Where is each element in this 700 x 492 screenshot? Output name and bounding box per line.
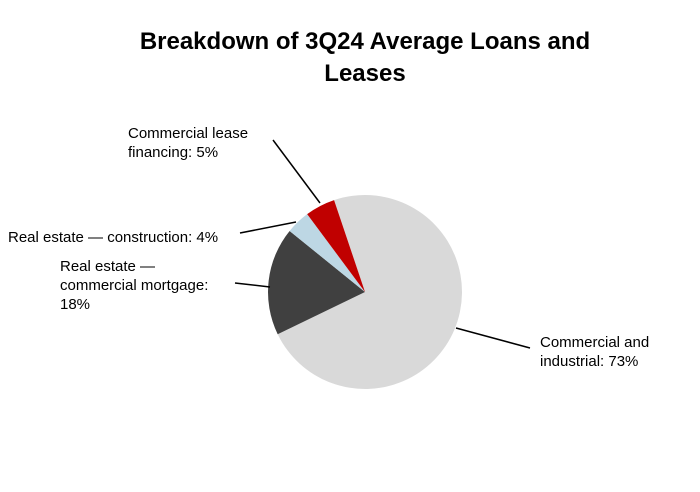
slice-label: Real estate — construction: 4% [8,229,219,246]
slice-label: Commercial and industrial: 73% [540,334,650,370]
pie-slice [268,230,365,335]
leader-line [239,221,297,234]
leader-line [272,139,321,204]
pie-slice [277,195,462,389]
leader-line [455,327,531,349]
chart-title: Breakdown of 3Q24 Average Loans and Leas… [139,28,591,87]
pie-slice [307,200,365,292]
slice-label: Commercial lease financing: 5% [128,125,249,161]
pie-slice [289,214,365,292]
slice-label: Real estate — commercial mortgage: 18% [60,258,209,313]
leader-line [234,282,271,288]
